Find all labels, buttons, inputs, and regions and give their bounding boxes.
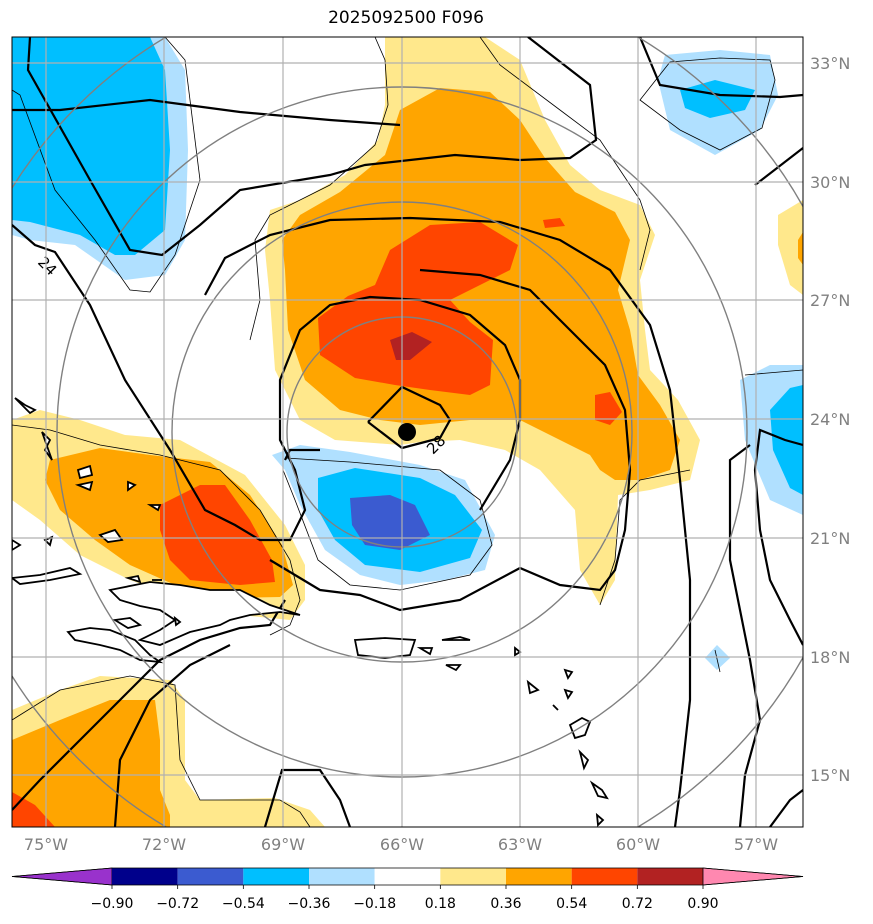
colorbar: −0.90 −0.72 −0.54 −0.36 −0.18 0.18 0.36 0.54 0.7…: [11, 867, 804, 912]
colorbar-segment: [506, 868, 572, 885]
colorbar-segment: [177, 868, 244, 885]
latitude-labels: 33°N 30°N 27°N 24°N 21°N 18°N 15°N: [810, 54, 850, 785]
colorbar-segment: [637, 868, 703, 885]
anomaly-zero-outlines: [12, 37, 803, 827]
map-title: 2025092500 F096: [328, 8, 484, 28]
lat-label-18n: 18°N: [810, 648, 850, 667]
lat-label-27n: 27°N: [810, 291, 850, 310]
lon-label-69w: 69°W: [261, 835, 305, 854]
lat-label-21n: 21°N: [810, 529, 850, 548]
lat-label-15n: 15°N: [810, 766, 850, 785]
lon-label-75w: 75°W: [24, 835, 68, 854]
negative-anomaly-fields: [12, 37, 803, 670]
colorbar-segment: [571, 868, 638, 885]
lon-label-72w: 72°W: [142, 835, 186, 854]
colorbar-label: 0.72: [622, 896, 653, 912]
graticule: [12, 37, 803, 827]
colorbar-label: 0.54: [556, 896, 587, 912]
colorbar-segment: [309, 868, 375, 885]
lon-label-57w: 57°W: [734, 835, 778, 854]
lon-label-63w: 63°W: [498, 835, 542, 854]
colorbar-label: 0.18: [425, 896, 456, 912]
map-frame: [11, 36, 804, 828]
colorbar-segment: [243, 868, 309, 885]
colorbar-segment: [374, 868, 441, 885]
lat-label-24n: 24°N: [810, 410, 850, 429]
height-contours: [12, 37, 803, 827]
colorbar-extend-low: [11, 867, 113, 886]
positive-anomaly-fields: [12, 37, 803, 827]
colorbar-label: 0.36: [490, 896, 521, 912]
map-area: 24 28: [12, 37, 803, 827]
colorbar-extend-high: [702, 867, 804, 886]
longitude-labels: 75°W 72°W 69°W 66°W 63°W 60°W 57°W: [24, 835, 778, 854]
colorbar-label: −0.18: [353, 896, 396, 912]
colorbar-label: −0.54: [222, 896, 265, 912]
lat-label-33n: 33°N: [810, 54, 850, 73]
colorbar-label: −0.72: [156, 896, 199, 912]
lat-label-30n: 30°N: [810, 173, 850, 192]
colorbar-segment: [112, 868, 178, 885]
colorbar-segment: [440, 868, 506, 885]
storm-center-marker: [398, 423, 416, 441]
lon-label-60w: 60°W: [616, 835, 660, 854]
colorbar-label: −0.90: [91, 896, 134, 912]
colorbar-label: 0.90: [687, 896, 718, 912]
colorbar-label: −0.36: [288, 896, 331, 912]
lon-label-66w: 66°W: [380, 835, 424, 854]
